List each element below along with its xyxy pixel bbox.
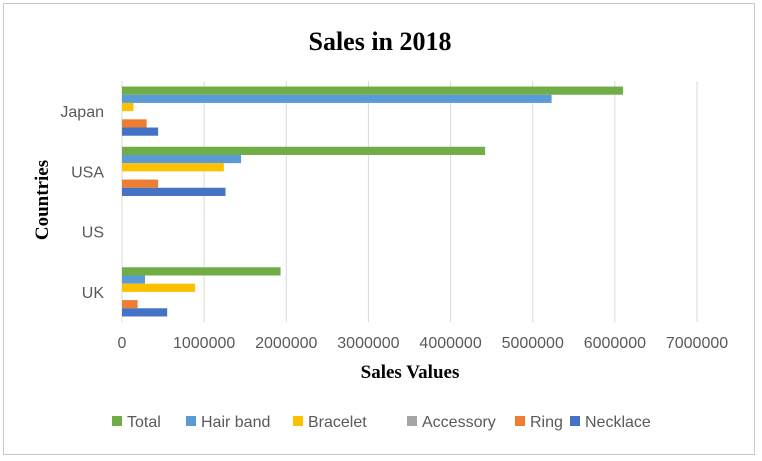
bar <box>122 163 224 172</box>
x-tick-label: 4000000 <box>419 335 481 352</box>
x-tick-labels: 0 1000000 2000000 3000000 4000000 5000000 6000… <box>118 335 729 352</box>
bar <box>122 275 145 284</box>
legend-swatch <box>186 416 196 426</box>
legend-swatch <box>570 416 580 426</box>
y-tick-label: Japan <box>60 104 104 121</box>
x-tick-label: 3000000 <box>337 335 399 352</box>
x-tick-label: 0 <box>118 335 127 352</box>
legend-swatch <box>112 416 122 426</box>
legend-label: Total <box>127 414 161 431</box>
x-tick-label: 7000000 <box>666 335 728 352</box>
legend-label: Ring <box>530 414 563 431</box>
bar <box>122 187 226 196</box>
y-tick-label: US <box>82 225 104 242</box>
bar <box>122 300 138 309</box>
bar <box>122 86 624 95</box>
legend-label: Bracelet <box>308 414 367 431</box>
legend-swatch <box>515 416 525 426</box>
y-axis-title: Countries <box>32 160 53 240</box>
legend-label: Accessory <box>422 414 496 431</box>
bar <box>122 146 486 155</box>
bar <box>122 308 168 317</box>
bar <box>122 283 196 292</box>
x-axis-title: Sales Values <box>361 362 460 383</box>
legend-swatch <box>407 416 417 426</box>
bar <box>122 154 242 164</box>
y-tick-labels: Japan USA US UK <box>60 104 104 302</box>
bar <box>122 267 281 276</box>
chart-frame <box>3 3 755 455</box>
legend-label: Necklace <box>585 414 651 431</box>
bar <box>122 179 159 188</box>
legend: Total Hair band Bracelet Accessory Ring Neckl… <box>112 414 651 431</box>
bar <box>122 94 552 103</box>
bars <box>122 86 624 317</box>
x-tick-label: 5000000 <box>502 335 564 352</box>
chart-title: Sales in 2018 <box>308 27 451 56</box>
x-tick-label: 1000000 <box>173 335 235 352</box>
y-tick-label: UK <box>82 285 105 302</box>
bar <box>122 127 159 136</box>
x-tick-label: 2000000 <box>255 335 317 352</box>
gridlines <box>121 81 698 322</box>
legend-swatch <box>293 416 303 426</box>
x-tick-label: 6000000 <box>584 335 646 352</box>
legend-label: Hair band <box>201 414 270 431</box>
bar <box>122 102 134 112</box>
bar <box>122 119 147 128</box>
y-tick-label: USA <box>71 164 104 181</box>
